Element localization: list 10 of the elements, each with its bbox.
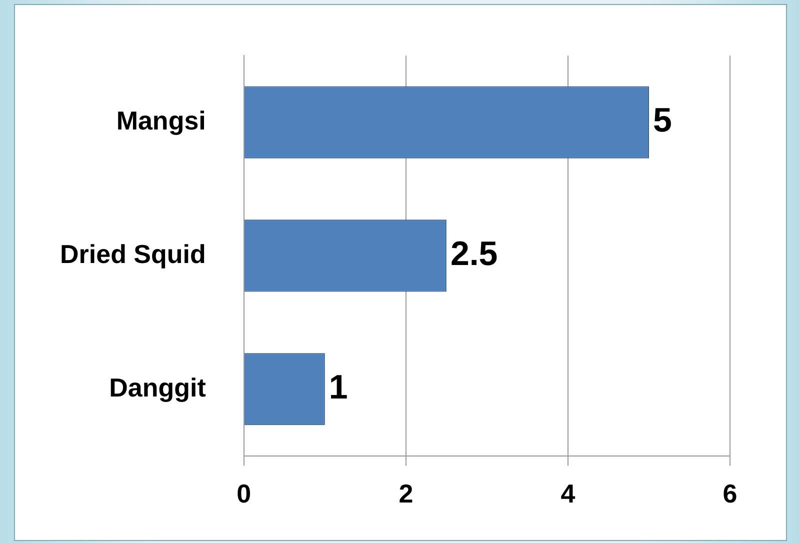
y-tick-label: Mangsi (116, 105, 206, 136)
x-tick-label: 0 (236, 478, 252, 509)
y-tick-label: Danggit (109, 372, 206, 402)
data-label: 1 (328, 368, 348, 406)
data-label: 5 (652, 102, 672, 140)
x-tick-label: 2 (398, 478, 414, 509)
x-tick-label: 4 (560, 478, 576, 509)
y-tick-label: Dried Squid (60, 238, 206, 269)
x-tick-label: 6 (722, 478, 738, 509)
data-label: 2.5 (450, 235, 498, 274)
